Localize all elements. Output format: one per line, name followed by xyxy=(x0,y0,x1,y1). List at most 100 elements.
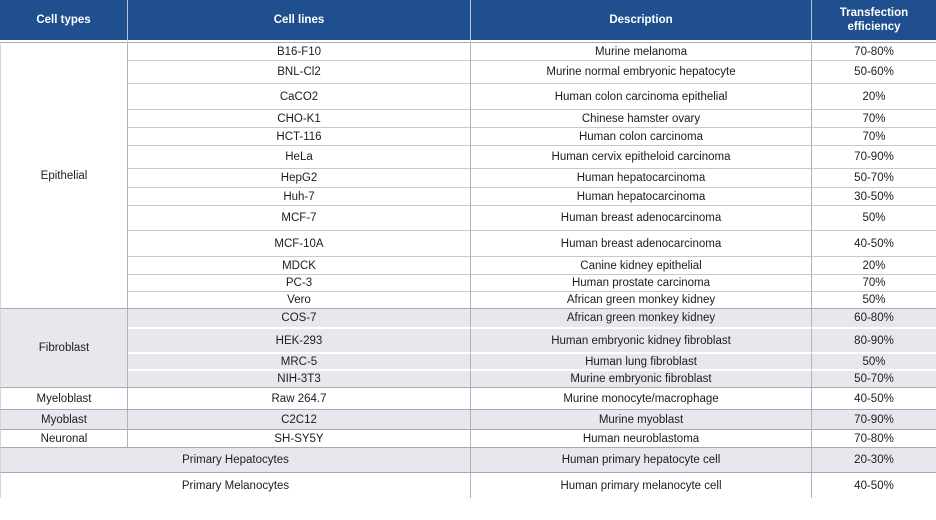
cell-type-cell: Myeloblast xyxy=(0,387,128,409)
description-cell: Human primary melanocyte cell xyxy=(471,472,812,498)
column-header-cell-types: Cell types xyxy=(0,0,128,42)
table-row: BNL-Cl2 Murine normal embryonic hepatocyt… xyxy=(0,60,936,83)
table-row: MRC-5 Human lung fibroblast 50% xyxy=(0,352,936,369)
efficiency-cell: 30-50% xyxy=(812,187,936,205)
cell-line-cell: HEK-293 xyxy=(128,327,471,352)
efficiency-cell: 70-90% xyxy=(812,145,936,168)
table-row: HCT-116 Human colon carcinoma 70% xyxy=(0,127,936,145)
efficiency-cell: 20% xyxy=(812,83,936,109)
description-cell: Human neuroblastoma xyxy=(471,429,812,447)
cell-line-cell: HeLa xyxy=(128,145,471,168)
efficiency-cell: 80-90% xyxy=(812,327,936,352)
table-body: Epithelial B16-F10 Murine melanoma 70-80% BN… xyxy=(0,42,936,498)
efficiency-cell: 20% xyxy=(812,256,936,274)
table-row: HepG2 Human hepatocarcinoma 50-70% xyxy=(0,168,936,187)
efficiency-cell: 60-80% xyxy=(812,308,936,327)
cell-line-cell: MRC-5 xyxy=(128,352,471,369)
description-cell: African green monkey kidney xyxy=(471,308,812,327)
description-cell: Human lung fibroblast xyxy=(471,352,812,369)
table-row: Primary Melanocytes Human primary melanoc… xyxy=(0,472,936,498)
table-row: Myeloblast Raw 264.7 Murine monocyte/macro… xyxy=(0,387,936,409)
efficiency-cell: 40-50% xyxy=(812,387,936,409)
table-row: HEK-293 Human embryonic kidney fibroblast… xyxy=(0,327,936,352)
efficiency-cell: 50% xyxy=(812,352,936,369)
table-row: NIH-3T3 Murine embryonic fibroblast 50-70% xyxy=(0,369,936,387)
column-header-description: Description xyxy=(471,0,812,42)
description-cell: Human prostate carcinoma xyxy=(471,274,812,291)
cell-line-cell: Vero xyxy=(128,291,471,308)
description-cell: Murine embryonic fibroblast xyxy=(471,369,812,387)
efficiency-cell: 50% xyxy=(812,291,936,308)
table-header: Cell types Cell lines Description Transf… xyxy=(0,0,936,42)
description-cell: African green monkey kidney xyxy=(471,291,812,308)
cell-lines-table: Cell types Cell lines Description Transf… xyxy=(0,0,936,498)
table-row: HeLa Human cervix epitheloid carcinoma 70-… xyxy=(0,145,936,168)
efficiency-cell: 40-50% xyxy=(812,472,936,498)
efficiency-cell: 40-50% xyxy=(812,230,936,256)
table-row: Neuronal SH-SY5Y Human neuroblastoma 70-80% xyxy=(0,429,936,447)
column-header-transfection-efficiency: Transfection efficiency xyxy=(812,0,936,42)
description-cell: Human breast adenocarcinoma xyxy=(471,230,812,256)
description-cell: Human hepatocarcinoma xyxy=(471,187,812,205)
efficiency-cell: 70-80% xyxy=(812,42,936,60)
cell-line-cell: CaCO2 xyxy=(128,83,471,109)
cell-line-cell: COS-7 xyxy=(128,308,471,327)
description-cell: Canine kidney epithelial xyxy=(471,256,812,274)
table-row: Huh-7 Human hepatocarcinoma 30-50% xyxy=(0,187,936,205)
cell-line-cell: Raw 264.7 xyxy=(128,387,471,409)
cell-line-cell: BNL-Cl2 xyxy=(128,60,471,83)
table-row: MDCK Canine kidney epithelial 20% xyxy=(0,256,936,274)
cell-type-cell: Fibroblast xyxy=(0,308,128,387)
efficiency-cell: 70% xyxy=(812,109,936,127)
column-header-cell-lines: Cell lines xyxy=(128,0,471,42)
description-cell: Human hepatocarcinoma xyxy=(471,168,812,187)
table-row: Primary Hepatocytes Human primary hepatoc… xyxy=(0,447,936,472)
cell-line-cell: MCF-7 xyxy=(128,205,471,230)
cell-type-cell: Epithelial xyxy=(0,42,128,308)
table-row: Fibroblast COS-7 African green monkey kidn… xyxy=(0,308,936,387)
cell-type-cell: Neuronal xyxy=(0,429,128,447)
cell-line-cell: HCT-116 xyxy=(128,127,471,145)
efficiency-cell: 70-80% xyxy=(812,429,936,447)
efficiency-cell: 70% xyxy=(812,274,936,291)
description-cell: Murine melanoma xyxy=(471,42,812,60)
cell-line-cell: Huh-7 xyxy=(128,187,471,205)
cell-line-cell: PC-3 xyxy=(128,274,471,291)
table-row: MCF-10A Human breast adenocarcinoma 40-50% xyxy=(0,230,936,256)
cell-type-cell: Primary Melanocytes xyxy=(0,472,471,498)
efficiency-cell: 70% xyxy=(812,127,936,145)
description-cell: Murine myoblast xyxy=(471,409,812,429)
efficiency-cell: 20-30% xyxy=(812,447,936,472)
efficiency-cell: 50% xyxy=(812,205,936,230)
cell-line-cell: SH-SY5Y xyxy=(128,429,471,447)
header-row: Cell types Cell lines Description Transf… xyxy=(0,0,936,42)
description-cell: Chinese hamster ovary xyxy=(471,109,812,127)
description-cell: Murine normal embryonic hepatocyte xyxy=(471,60,812,83)
cell-line-cell: CHO-K1 xyxy=(128,109,471,127)
table-row: MCF-7 Human breast adenocarcinoma 50% xyxy=(0,205,936,230)
table-row: PC-3 Human prostate carcinoma 70% xyxy=(0,274,936,291)
cell-type-cell: Primary Hepatocytes xyxy=(0,447,471,472)
cell-line-cell: B16-F10 xyxy=(128,42,471,60)
table-row: CHO-K1 Chinese hamster ovary 70% xyxy=(0,109,936,127)
cell-line-cell: NIH-3T3 xyxy=(128,369,471,387)
description-cell: Human primary hepatocyte cell xyxy=(471,447,812,472)
description-cell: Human colon carcinoma epithelial xyxy=(471,83,812,109)
efficiency-cell: 50-70% xyxy=(812,369,936,387)
efficiency-cell: 50-70% xyxy=(812,168,936,187)
table-row: Epithelial B16-F10 Murine melanoma 70-80% xyxy=(0,42,936,308)
efficiency-cell: 70-90% xyxy=(812,409,936,429)
table-row: Myoblast C2C12 Murine myoblast 70-90% xyxy=(0,409,936,429)
cell-line-cell: MCF-10A xyxy=(128,230,471,256)
description-cell: Human colon carcinoma xyxy=(471,127,812,145)
cell-line-cell: C2C12 xyxy=(128,409,471,429)
efficiency-cell: 50-60% xyxy=(812,60,936,83)
cell-type-cell: Myoblast xyxy=(0,409,128,429)
description-cell: Murine monocyte/macrophage xyxy=(471,387,812,409)
cell-line-cell: HepG2 xyxy=(128,168,471,187)
description-cell: Human embryonic kidney fibroblast xyxy=(471,327,812,352)
table-row: CaCO2 Human colon carcinoma epithelial 20% xyxy=(0,83,936,109)
description-cell: Human breast adenocarcinoma xyxy=(471,205,812,230)
cell-line-cell: MDCK xyxy=(128,256,471,274)
description-cell: Human cervix epitheloid carcinoma xyxy=(471,145,812,168)
